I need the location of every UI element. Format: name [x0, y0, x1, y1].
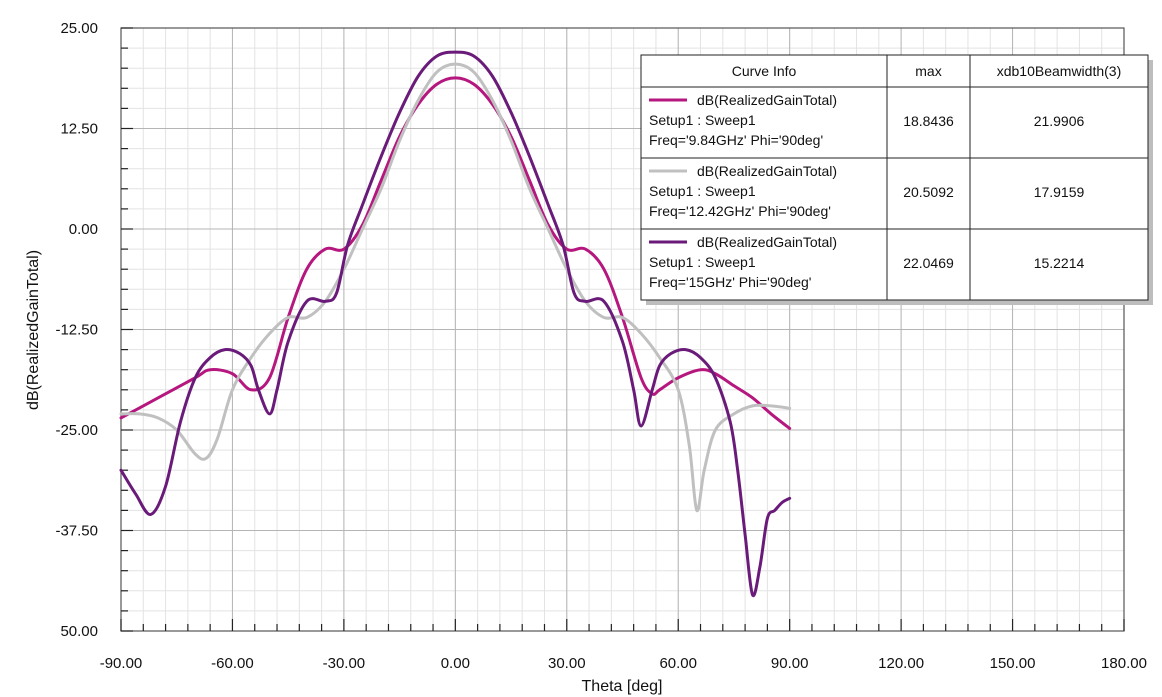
- curve-info-setup: Setup1 : Sweep1: [649, 254, 756, 270]
- y-tick-label: 50.00: [60, 623, 98, 640]
- curve-info-name: dB(RealizedGainTotal): [697, 234, 837, 250]
- x-tick-label: 0.00: [441, 655, 470, 672]
- x-tick-label: 150.00: [990, 655, 1036, 672]
- x-tick-labels: -90.00 -60.00 -30.00 0.00 30.00 60.00 90.00 120…: [100, 655, 1147, 672]
- series-line-2: [119, 62, 792, 512]
- curve-info-setup: Setup1 : Sweep1: [649, 183, 756, 199]
- series-line-3: [119, 50, 792, 598]
- curve-info-beamwidth: 15.2214: [1034, 255, 1085, 271]
- y-tick-label: -25.00: [55, 422, 98, 439]
- curve-info-beamwidth: 17.9159: [1034, 184, 1085, 200]
- curve-info-setup: Setup1 : Sweep1: [649, 112, 756, 128]
- axis-ticks: [120, 27, 1125, 632]
- x-tick-label: -30.00: [323, 655, 366, 672]
- curve-info-name: dB(RealizedGainTotal): [697, 92, 837, 108]
- y-tick-label: 0.00: [69, 221, 98, 238]
- x-tick-label: 120.00: [878, 655, 924, 672]
- x-tick-label: 30.00: [548, 655, 586, 672]
- curve-info-freq: Freq='12.42GHz' Phi='90deg': [649, 203, 831, 219]
- curve-info-table[interactable]: Curve Info max xdb10Beamwidth(3) dB(Realize…: [640, 54, 1153, 305]
- curve-info-freq: Freq='15GHz' Phi='90deg': [649, 274, 811, 290]
- y-tick-label: 25.00: [60, 20, 98, 37]
- x-tick-label: 90.00: [771, 655, 809, 672]
- y-tick-label: 12.50: [60, 121, 98, 138]
- series-line-1: [119, 76, 792, 430]
- curve-info-freq: Freq='9.84GHz' Phi='90deg': [649, 132, 823, 148]
- curve-info-header: max: [915, 63, 941, 79]
- x-tick-label: -60.00: [211, 655, 254, 672]
- x-tick-label: 180.00: [1101, 655, 1147, 672]
- x-axis-title: Theta [deg]: [582, 678, 663, 695]
- x-tick-label: -90.00: [100, 655, 143, 672]
- curve-info-box: [640, 54, 1149, 301]
- curve-info-beamwidth: 21.9906: [1034, 113, 1085, 129]
- y-tick-labels: 25.00 12.50 0.00 -12.50 -25.00 -37.50 50.00: [55, 20, 98, 640]
- y-axis-title: dB(RealizedGainTotal): [25, 250, 42, 410]
- curve-info-name: dB(RealizedGainTotal): [697, 163, 837, 179]
- curves: [119, 50, 792, 598]
- curve-info-header: Curve Info: [732, 63, 797, 79]
- curve-info-max: 22.0469: [903, 255, 954, 271]
- curve-info-max: 20.5092: [903, 184, 954, 200]
- curve-info-header: xdb10Beamwidth(3): [997, 63, 1122, 79]
- curve-info-max: 18.8436: [903, 113, 954, 129]
- x-tick-label: 60.00: [659, 655, 697, 672]
- y-tick-label: -12.50: [55, 322, 98, 339]
- y-tick-label: -37.50: [55, 523, 98, 540]
